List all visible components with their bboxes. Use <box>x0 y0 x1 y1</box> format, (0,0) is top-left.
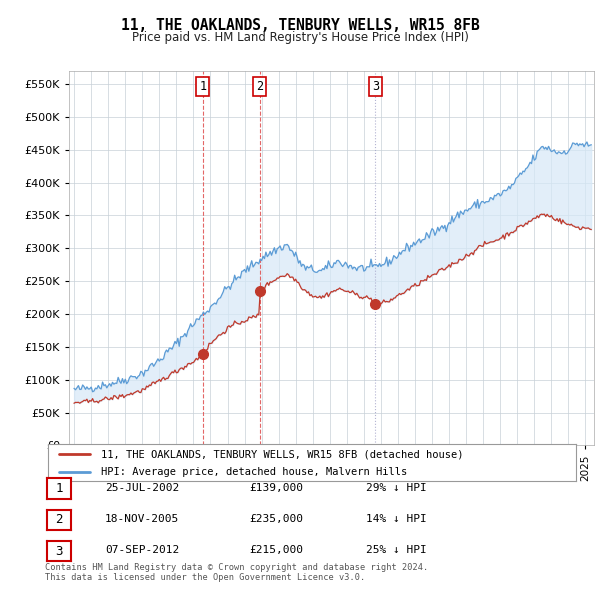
Text: 18-NOV-2005: 18-NOV-2005 <box>105 514 179 524</box>
Text: 2: 2 <box>55 513 62 526</box>
Text: 07-SEP-2012: 07-SEP-2012 <box>105 546 179 555</box>
Text: HPI: Average price, detached house, Malvern Hills: HPI: Average price, detached house, Malv… <box>101 467 407 477</box>
Text: 29% ↓ HPI: 29% ↓ HPI <box>366 483 427 493</box>
Text: 14% ↓ HPI: 14% ↓ HPI <box>366 514 427 524</box>
Text: £235,000: £235,000 <box>249 514 303 524</box>
Text: 2: 2 <box>256 80 263 93</box>
Text: 3: 3 <box>372 80 379 93</box>
Text: £139,000: £139,000 <box>249 483 303 493</box>
Text: 3: 3 <box>55 545 62 558</box>
Text: Contains HM Land Registry data © Crown copyright and database right 2024.
This d: Contains HM Land Registry data © Crown c… <box>45 563 428 582</box>
Text: 11, THE OAKLANDS, TENBURY WELLS, WR15 8FB (detached house): 11, THE OAKLANDS, TENBURY WELLS, WR15 8F… <box>101 449 463 459</box>
Text: 25-JUL-2002: 25-JUL-2002 <box>105 483 179 493</box>
Text: 1: 1 <box>55 482 62 495</box>
Text: Price paid vs. HM Land Registry's House Price Index (HPI): Price paid vs. HM Land Registry's House … <box>131 31 469 44</box>
Text: 11, THE OAKLANDS, TENBURY WELLS, WR15 8FB: 11, THE OAKLANDS, TENBURY WELLS, WR15 8F… <box>121 18 479 32</box>
Text: 25% ↓ HPI: 25% ↓ HPI <box>366 546 427 555</box>
Text: £215,000: £215,000 <box>249 546 303 555</box>
Text: 1: 1 <box>199 80 206 93</box>
